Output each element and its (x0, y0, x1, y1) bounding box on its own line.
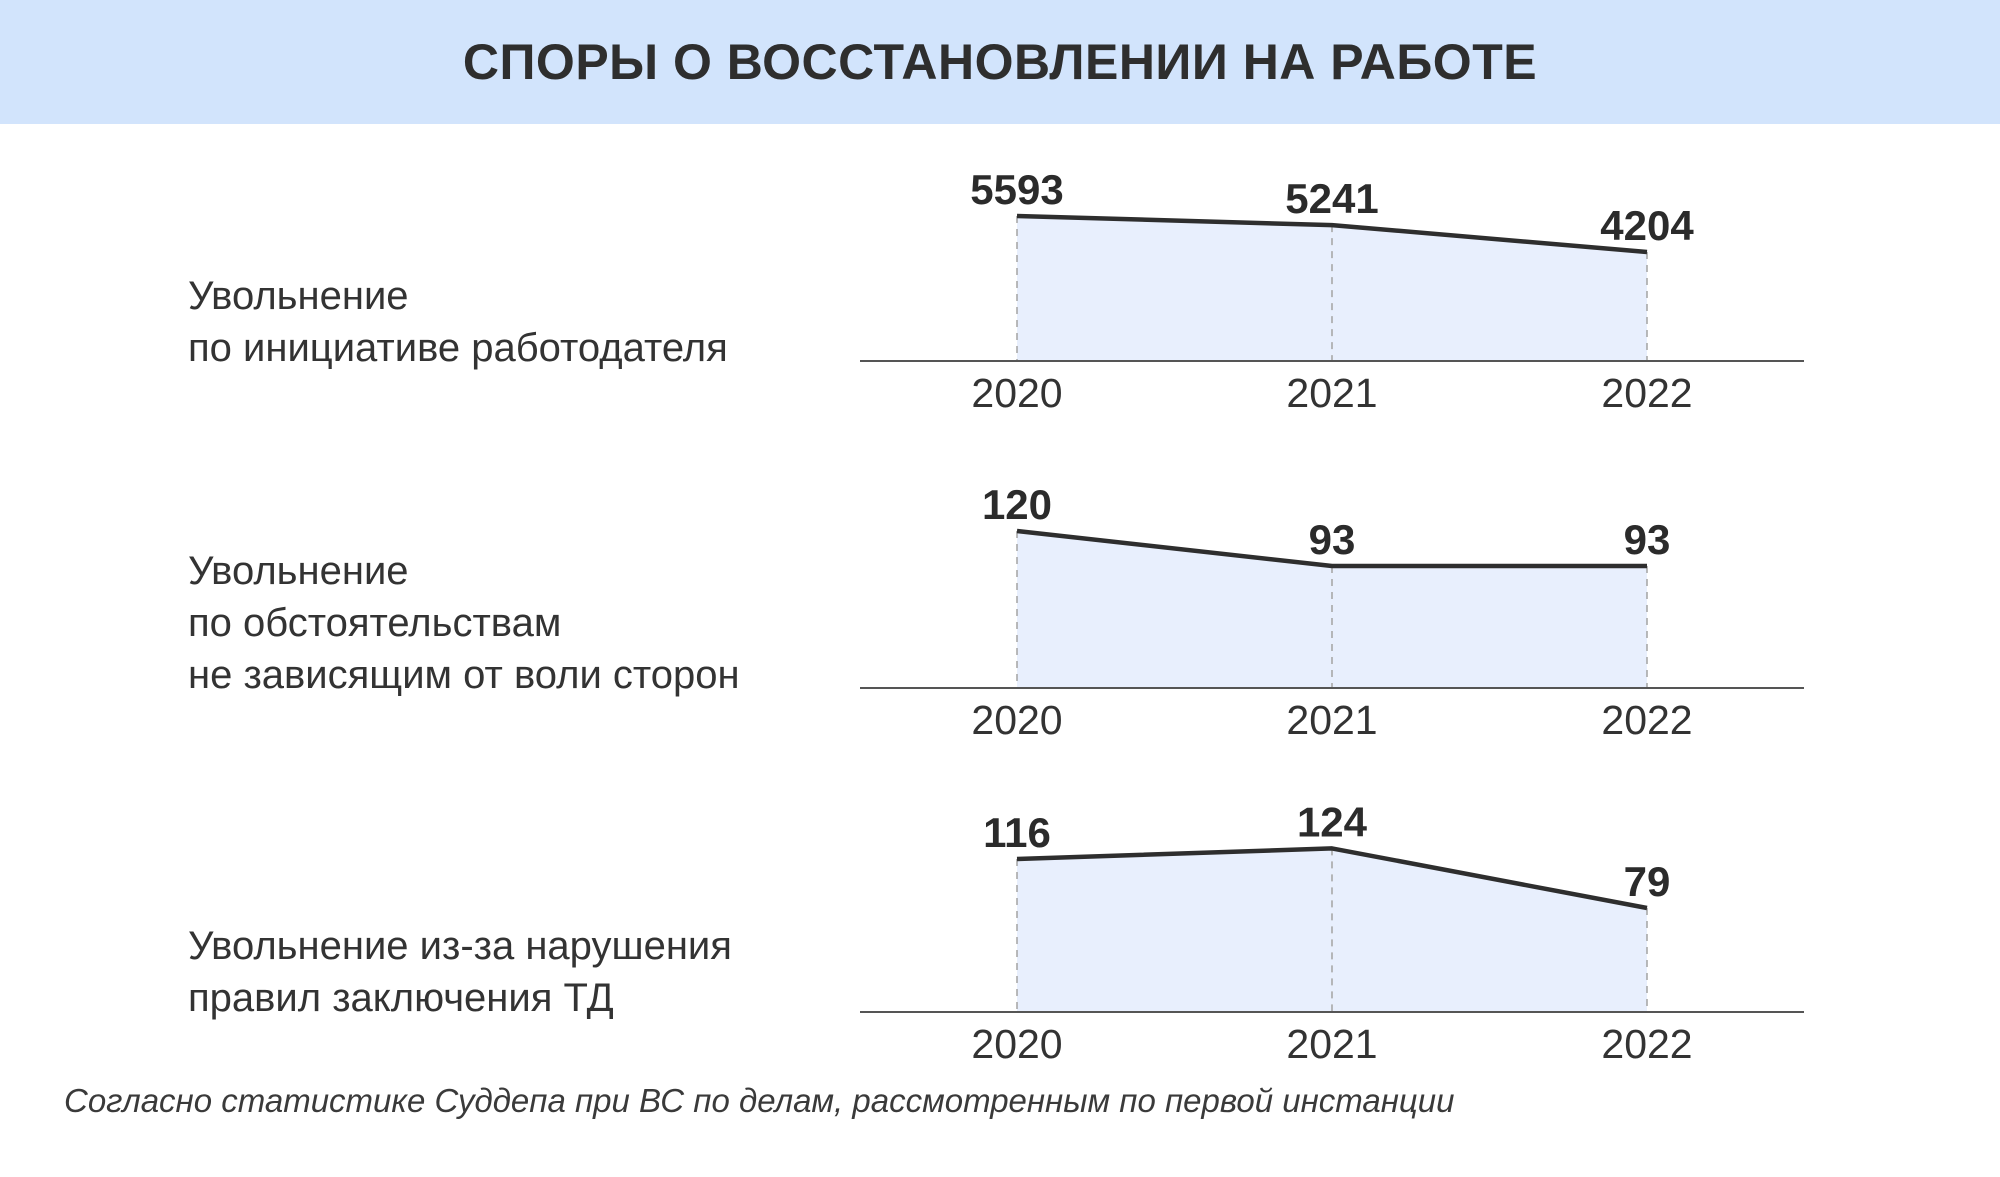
chart-2-series-line (1016, 528, 1647, 569)
chart-3-tick-label-2020: 2020 (971, 1021, 1062, 1067)
chart-2-tick-label-2022: 2022 (1601, 697, 1692, 743)
chart-2-data-label-2020: 120 (982, 481, 1052, 528)
row-label-3-line-1: Увольнение из-за нарушения (188, 924, 732, 968)
chart-3-data-label-2021: 124 (1297, 798, 1368, 845)
chart-1-data-label-2022: 4204 (1600, 202, 1694, 249)
chart-1-data-label-2021: 5241 (1285, 175, 1378, 222)
row-label-3: Увольнение из-за нарушения правил заключ… (188, 920, 732, 1024)
row-label-1: Увольнение по инициативе работодателя (188, 270, 728, 374)
chart-2-data-label-2021: 93 (1309, 516, 1356, 563)
row-label-1-line-2: по инициативе работодателя (188, 326, 728, 370)
row-label-1-line-1: Увольнение (188, 274, 409, 318)
row-label-2-line-3: не зависящим от воли сторон (188, 653, 740, 697)
row-label-2-line-1: Увольнение (188, 549, 409, 593)
chart-1-area (1017, 216, 1647, 361)
chart-3-data-label-2022: 79 (1624, 858, 1671, 905)
chart-1-tick-label-2021: 2021 (1286, 370, 1377, 416)
chart-3-tick-label-2021: 2021 (1286, 1021, 1377, 1067)
footnote: Согласно статистике Суддепа при ВС по де… (64, 1082, 1455, 1119)
chart-2-tick-label-2021: 2021 (1286, 697, 1377, 743)
chart-2-tick-label-2020: 2020 (971, 697, 1062, 743)
row-label-2-line-2: по обстоятельствам (188, 601, 562, 645)
chart-3-series-line (1016, 846, 1648, 911)
header-banner: СПОРЫ О ВОССТАНОВЛЕНИИ НА РАБОТЕ (0, 0, 2000, 124)
chart-1-tick-label-2022: 2022 (1601, 370, 1692, 416)
page-title: СПОРЫ О ВОССТАНОВЛЕНИИ НА РАБОТЕ (462, 34, 1538, 90)
chart-2-data-label-2022: 93 (1624, 516, 1671, 563)
chart-3-data-label-2020: 116 (983, 809, 1051, 856)
row-label-3-line-2: правил заключения ТД (188, 976, 614, 1020)
chart-2: 120 93 93 2020 2021 2022 (860, 481, 1804, 743)
chart-1-tick-label-2020: 2020 (971, 370, 1062, 416)
chart-1-data-label-2020: 5593 (970, 166, 1063, 213)
chart-3: 116 124 79 2020 2021 2022 (860, 798, 1804, 1067)
row-label-2: Увольнение по обстоятельствам не зависящ… (188, 545, 740, 701)
chart-1: 5593 5241 4204 2020 2021 2022 (860, 166, 1804, 416)
chart-1-series-line (1016, 213, 1648, 255)
chart-3-tick-label-2022: 2022 (1601, 1021, 1692, 1067)
